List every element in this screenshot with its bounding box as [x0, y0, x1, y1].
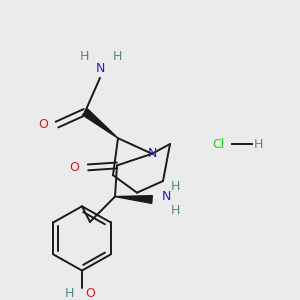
Text: O: O	[38, 118, 48, 131]
Text: Cl: Cl	[212, 137, 224, 151]
Text: N: N	[162, 190, 171, 203]
Text: N: N	[147, 147, 157, 160]
Text: O: O	[85, 287, 95, 300]
Polygon shape	[82, 109, 118, 138]
Polygon shape	[115, 196, 152, 203]
Text: H: H	[112, 50, 122, 63]
Text: N: N	[95, 61, 105, 75]
Text: H: H	[79, 50, 89, 63]
Text: H: H	[253, 137, 263, 151]
Text: H: H	[170, 204, 180, 217]
Text: H: H	[170, 180, 180, 194]
Text: O: O	[69, 161, 79, 174]
Text: H: H	[64, 287, 74, 300]
